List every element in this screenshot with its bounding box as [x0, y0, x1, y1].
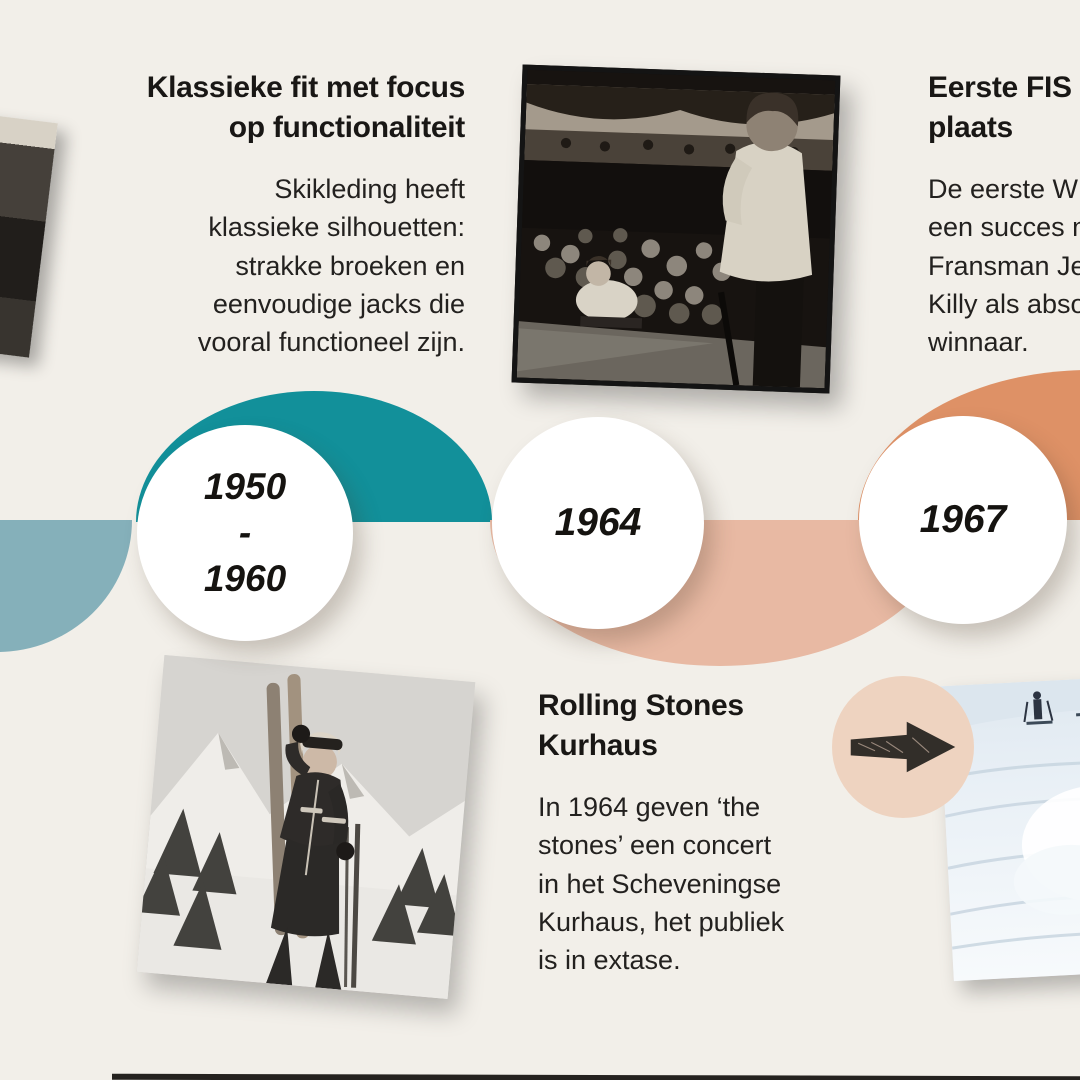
event-stones-heading: Rolling Stones Kurhaus — [538, 689, 744, 763]
timeline-year-1950-1960: 1950 - 1960 — [137, 425, 353, 641]
ski-slope-color-photo — [938, 673, 1080, 982]
year-label: 1967 — [919, 497, 1007, 541]
bottom-photo-edge — [111, 1073, 1080, 1080]
bw-photo-fragment — [0, 102, 58, 358]
event-fis-heading: Eerste FIS plaats — [928, 71, 1072, 145]
timeline-year-1967: 1967 — [859, 416, 1067, 624]
event-stones-body: In 1964 geven ‘the stones’ een concert i… — [538, 792, 785, 976]
slope-photo-art — [938, 673, 1080, 982]
event-fifties-body: Skikleding heeft klassieke silhouetten: … — [197, 174, 465, 358]
woman-photo-art — [136, 655, 476, 999]
year-label: 1950 - 1960 — [203, 466, 287, 599]
rolling-stones-concert-photo — [511, 64, 841, 394]
timeline-year-1964: 1964 — [492, 417, 704, 629]
year-label: 1964 — [554, 500, 642, 544]
arrow-circle — [832, 676, 974, 818]
event-fifties-heading: Klassieke fit met focus op functionalite… — [146, 71, 466, 145]
right-arrow-icon — [850, 721, 956, 773]
event-fis-body: De eerste W een succes m Fransman Je Kil… — [928, 174, 1080, 358]
woman-ski-suit-photo — [136, 655, 476, 999]
timeline-blob-bluegray — [0, 520, 132, 652]
concert-photo-art — [516, 69, 836, 389]
